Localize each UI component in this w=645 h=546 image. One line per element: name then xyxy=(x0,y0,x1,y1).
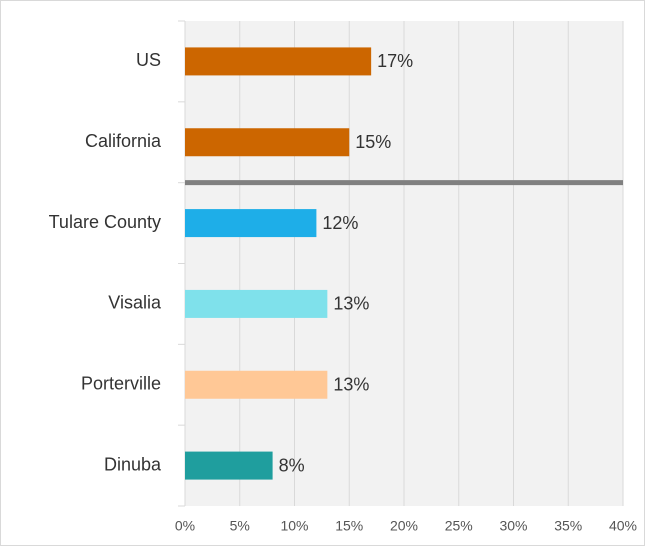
x-tick-label: 0% xyxy=(175,518,195,534)
y-tick-label: Porterville xyxy=(81,374,161,394)
x-tick-label: 25% xyxy=(445,518,473,534)
bar xyxy=(185,451,273,480)
x-tick-label: 40% xyxy=(609,518,637,534)
bar xyxy=(185,209,317,238)
value-label: 8% xyxy=(279,455,305,475)
y-tick-label: US xyxy=(136,50,161,70)
value-label: 13% xyxy=(333,294,369,314)
bar xyxy=(185,289,328,318)
value-label: 13% xyxy=(333,375,369,395)
value-label: 17% xyxy=(377,51,413,71)
x-tick-label: 5% xyxy=(230,518,250,534)
x-tick-label: 10% xyxy=(280,518,308,534)
x-tick-label: 35% xyxy=(554,518,582,534)
bar xyxy=(185,47,372,76)
x-tick-label: 15% xyxy=(335,518,363,534)
value-label: 15% xyxy=(355,132,391,152)
value-label: 12% xyxy=(322,213,358,233)
x-tick-label: 30% xyxy=(499,518,527,534)
bar xyxy=(185,128,350,157)
y-tick-label: Visalia xyxy=(108,293,162,313)
y-tick-label: Dinuba xyxy=(104,454,162,474)
x-tick-label: 20% xyxy=(390,518,418,534)
y-tick-label: Tulare County xyxy=(49,212,161,232)
bar xyxy=(185,370,328,399)
y-tick-label: California xyxy=(85,131,162,151)
